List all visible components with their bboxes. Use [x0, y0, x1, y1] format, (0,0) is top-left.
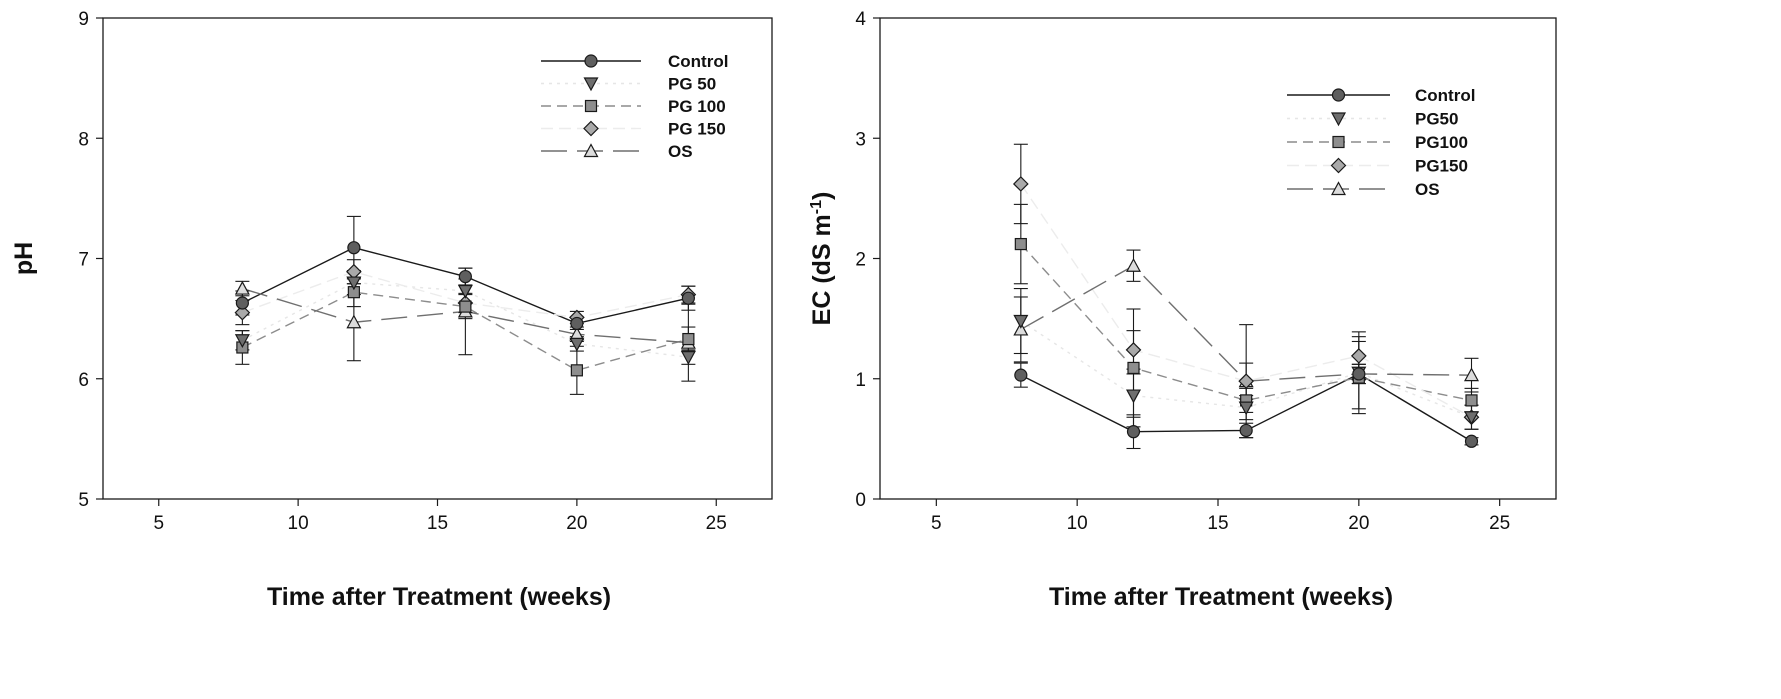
y-tick-label: 3: [855, 129, 866, 150]
legend-marker: [1330, 112, 1347, 127]
data-point: [570, 316, 584, 331]
legend-marker: [1330, 157, 1347, 174]
data-point: [458, 269, 472, 284]
y-tick-label: 4: [855, 9, 866, 30]
y-axis-title-suffix: ): [808, 192, 836, 200]
legend-marker: [1330, 181, 1347, 196]
legend-label: PG50: [1415, 110, 1458, 129]
legend-label: PG 100: [668, 97, 726, 116]
x-axis-title: Time after Treatment (weeks): [267, 583, 611, 611]
data-point: [1463, 411, 1480, 425]
legend-marker: [584, 54, 598, 68]
data-point: [1012, 176, 1029, 192]
legend-marker: [1332, 135, 1345, 149]
series-points-control: [1014, 367, 1479, 448]
x-tick-label: 15: [427, 513, 448, 534]
x-tick-label: 5: [153, 513, 164, 534]
data-point: [570, 364, 583, 377]
series-points-control: [235, 241, 695, 331]
data-point: [347, 241, 361, 255]
data-point: [1126, 425, 1141, 439]
data-point: [459, 300, 472, 313]
data-point: [1465, 394, 1478, 407]
y-tick-label: 8: [78, 129, 89, 150]
data-point: [1125, 389, 1142, 404]
data-point: [1350, 348, 1367, 364]
data-point: [1125, 342, 1142, 358]
legend-label: PG 50: [668, 75, 716, 94]
y-tick-label: 6: [78, 370, 89, 391]
legend: Control PG50 PG100 PG150 OS: [1287, 86, 1475, 199]
data-point: [681, 291, 695, 305]
x-tick-label: 10: [288, 513, 309, 534]
data-point: [1125, 257, 1142, 272]
data-point: [1013, 321, 1029, 336]
legend-label: PG100: [1415, 133, 1468, 152]
y-tick-label: 0: [855, 490, 866, 511]
series-points-pg150: [1012, 176, 1480, 426]
x-tick-label: 20: [1348, 513, 1369, 534]
data-point: [235, 296, 249, 310]
data-point: [1238, 373, 1255, 390]
data-point: [569, 337, 585, 352]
y-tick-label: 9: [78, 9, 89, 30]
x-tick-label: 20: [566, 513, 587, 534]
legend-label: OS: [1415, 180, 1440, 199]
series-line-pg100: [1020, 243, 1472, 402]
y-axis-title-superscript: -1: [808, 200, 825, 214]
data-point: [1014, 237, 1027, 251]
data-point: [682, 332, 695, 346]
x-tick-label: 10: [1067, 513, 1088, 534]
x-tick-label: 15: [1207, 513, 1228, 534]
data-point: [234, 304, 251, 321]
legend: Control PG 50 PG 100 PG 150 OS: [541, 52, 728, 161]
legend-marker: [584, 99, 598, 113]
legend-marker: [1331, 88, 1346, 102]
legend-marker: [583, 143, 599, 158]
legend-label: PG 150: [668, 120, 726, 139]
data-point: [1014, 368, 1028, 382]
y-axis-title: pH: [10, 242, 38, 275]
y-tick-label: 7: [78, 250, 89, 271]
legend-marker: [583, 120, 599, 137]
data-point: [1352, 367, 1366, 381]
legend-label: Control: [1415, 86, 1475, 105]
data-point: [1127, 361, 1140, 375]
series-points-pg-50: [234, 276, 696, 365]
x-tick-label: 25: [1489, 513, 1510, 534]
y-tick-label: 2: [855, 250, 866, 271]
legend-label: PG150: [1415, 157, 1468, 176]
data-point: [346, 276, 362, 291]
data-point: [234, 280, 250, 295]
chart-panel-2: 5 10 15 20 25 0 1 2 3 4 Time after Treatment (week…: [808, 9, 1557, 611]
x-tick-label: 5: [931, 513, 942, 534]
y-tick-label: 5: [78, 490, 89, 511]
legend-label: OS: [668, 142, 693, 161]
y-tick-label: 1: [855, 370, 866, 391]
data-point: [1463, 367, 1480, 382]
x-axis-title: Time after Treatment (weeks): [1049, 583, 1393, 611]
data-point: [457, 284, 473, 299]
data-point: [346, 314, 362, 329]
data-point: [1239, 423, 1253, 438]
data-point: [680, 351, 696, 365]
data-point: [1464, 434, 1479, 448]
data-point: [1013, 314, 1029, 329]
x-tick-label: 25: [706, 513, 727, 534]
y-axis-title: EC (dS m-1): [808, 192, 836, 326]
chart-panel-1: 5 10 15 20 25 5 6 7 8 9 Time after Treatment (week…: [10, 9, 773, 611]
legend-label: Control: [668, 52, 728, 71]
legend-marker: [583, 77, 599, 92]
data-point: [234, 334, 250, 349]
data-point: [1238, 401, 1254, 416]
